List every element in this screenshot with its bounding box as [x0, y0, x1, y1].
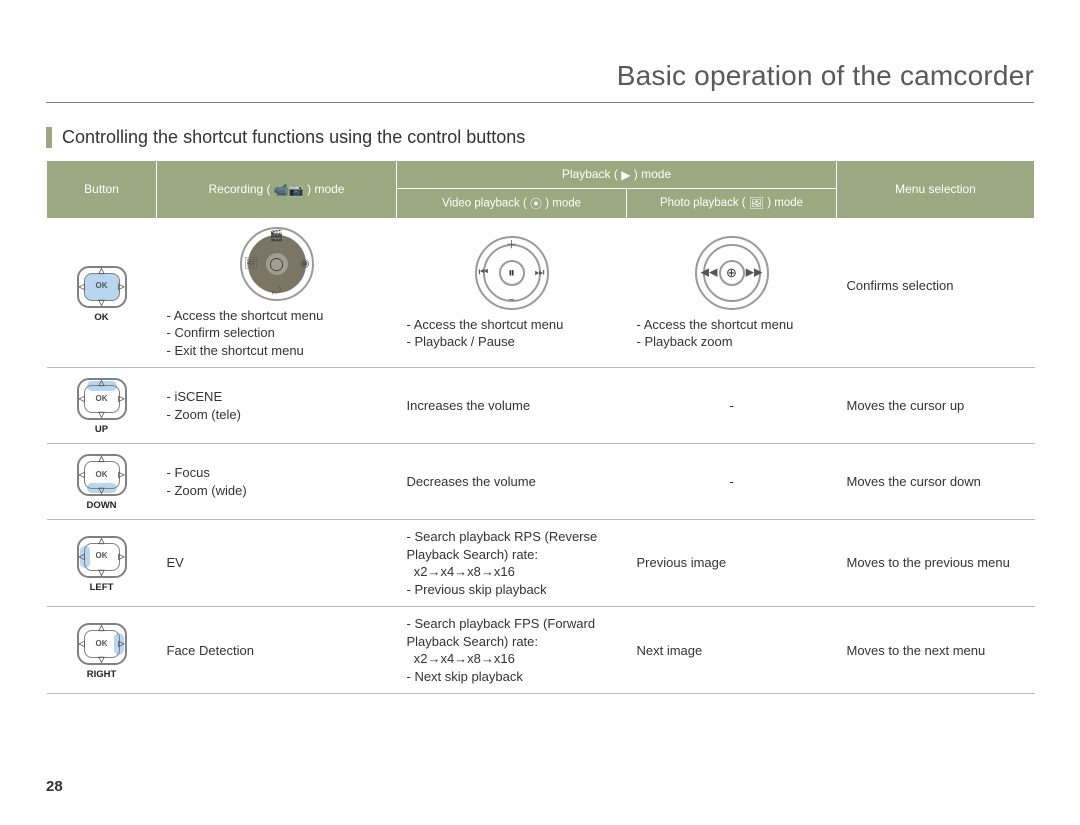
table-row: OK △▽ ◁▷ UP- iSCENE- Zoom (tele)Increase… — [47, 368, 1035, 444]
video-cell: - Search playback FPS (Forward Playback … — [397, 607, 627, 694]
cell-text: - Access the shortcut menu — [637, 316, 827, 334]
control-pad-icon: OK △▽ ◁▷ — [77, 266, 127, 308]
mode-dial-icon: ⊕◀◀ ▶▶ — [695, 236, 769, 310]
cell-text: - Search playback RPS (Reverse Playback … — [407, 528, 617, 563]
menu-cell: Moves to the previous menu — [837, 520, 1035, 607]
cell-text: - Playback / Pause — [407, 333, 617, 351]
cell-text: Increases the volume — [407, 397, 617, 415]
photo-cell: - — [627, 368, 837, 444]
cell-text: - Playback zoom — [637, 333, 827, 351]
col-button: Button — [47, 161, 157, 219]
col-video-label: Video playback ( — [442, 197, 527, 209]
page-number: 28 — [46, 778, 63, 795]
cell-text: - iSCENE — [167, 388, 387, 406]
control-pad-icon: OK △▽ ◁▷ — [77, 454, 127, 496]
table-body: OK △▽ ◁▷ OK ◯🎬 ⤾ 🖼 ◉ - Access the shortc… — [47, 218, 1035, 694]
menu-cell: Moves the cursor down — [837, 444, 1035, 520]
table-row: OK △▽ ◁▷ LEFT EV - Search playback RPS (Re… — [47, 520, 1035, 607]
control-pad-icon: OK △▽ ◁▷ — [77, 378, 127, 420]
button-label: UP — [51, 424, 153, 437]
controls-table: Button Recording ( 📹📷 ) mode Playback ( … — [46, 160, 1035, 694]
cell-text: Moves to the next menu — [847, 642, 1025, 660]
photo-playback-icon: 🖼 — [749, 196, 764, 210]
button-cell: OK △▽ ◁▷ RIGHT — [47, 607, 157, 694]
cell-text: Confirms selection — [847, 277, 1025, 295]
recording-cell: - Focus- Zoom (wide) — [157, 444, 397, 520]
recording-cell: - iSCENE- Zoom (tele) — [157, 368, 397, 444]
cell-text: Moves the cursor down — [847, 473, 1025, 491]
button-cell: OK △▽ ◁▷ LEFT — [47, 520, 157, 607]
cell-text: Next image — [637, 642, 827, 660]
col-playback-suffix: ) mode — [634, 167, 671, 181]
cell-text: x2→x4→x8→x16 — [407, 563, 617, 581]
button-label: DOWN — [51, 500, 153, 513]
recording-cell: EV — [157, 520, 397, 607]
col-playback: Playback ( ▶ ) mode — [397, 161, 837, 189]
cell-text: Decreases the volume — [407, 473, 617, 491]
table-row: OK △▽ ◁▷ OK ◯🎬 ⤾ 🖼 ◉ - Access the shortc… — [47, 218, 1035, 368]
cell-text: Previous image — [637, 554, 827, 572]
photo-cell: Previous image — [627, 520, 837, 607]
cell-text: Moves to the previous menu — [847, 554, 1025, 572]
cell-text: Face Detection — [167, 642, 387, 660]
col-recording-suffix: ) mode — [307, 182, 344, 196]
cell-text: - — [637, 397, 827, 415]
col-photo-label: Photo playback ( — [660, 197, 746, 209]
cell-text: - Next skip playback — [407, 668, 617, 686]
cell-text: - Access the shortcut menu — [407, 316, 617, 334]
cell-text: - Confirm selection — [167, 324, 387, 342]
photo-cell: ⊕◀◀ ▶▶ - Access the shortcut menu- Playb… — [627, 218, 837, 368]
recording-cell: ◯🎬 ⤾ 🖼 ◉ - Access the shortcut menu- Con… — [157, 218, 397, 368]
play-icon: ▶ — [621, 168, 630, 182]
cell-text: Moves the cursor up — [847, 397, 1025, 415]
col-photo-playback: Photo playback ( 🖼 ) mode — [627, 188, 837, 218]
col-playback-label: Playback ( — [562, 167, 618, 181]
col-photo-suffix: ) mode — [767, 197, 803, 209]
cell-text: - Zoom (wide) — [167, 482, 387, 500]
photo-cell: - — [627, 444, 837, 520]
col-video-playback: Video playback ( ⦿ ) mode — [397, 188, 627, 218]
button-label: RIGHT — [51, 669, 153, 682]
cell-text: x2→x4→x8→x16 — [407, 650, 617, 668]
cell-text: - Focus — [167, 464, 387, 482]
video-cell: - Search playback RPS (Reverse Playback … — [397, 520, 627, 607]
menu-cell: Moves to the next menu — [837, 607, 1035, 694]
button-cell: OK △▽ ◁▷ DOWN — [47, 444, 157, 520]
button-cell: OK △▽ ◁▷ UP — [47, 368, 157, 444]
col-video-suffix: ) mode — [545, 197, 581, 209]
button-label: OK — [51, 312, 153, 325]
video-cell: Decreases the volume — [397, 444, 627, 520]
menu-cell: Confirms selection — [837, 218, 1035, 368]
mode-dial-icon: ⏸＋ − ⏮ ⏭ — [475, 236, 549, 310]
cell-text: - Previous skip playback — [407, 581, 617, 599]
table-row: OK △▽ ◁▷ RIGHT Face Detection - Search pla… — [47, 607, 1035, 694]
cell-text: - Exit the shortcut menu — [167, 342, 387, 360]
video-playback-icon: ⦿ — [530, 195, 542, 212]
section-title: Controlling the shortcut functions using… — [46, 127, 1034, 148]
button-cell: OK △▽ ◁▷ OK — [47, 218, 157, 368]
control-pad-icon: OK △▽ ◁▷ — [77, 623, 127, 665]
video-cell: Increases the volume — [397, 368, 627, 444]
button-label: LEFT — [51, 582, 153, 595]
page-title: Basic operation of the camcorder — [46, 60, 1034, 103]
cell-text: EV — [167, 554, 387, 572]
col-recording-label: Recording ( — [209, 182, 271, 196]
col-menu: Menu selection — [837, 161, 1035, 219]
mode-dial-icon: ◯🎬 ⤾ 🖼 ◉ — [240, 227, 314, 301]
col-recording: Recording ( 📹📷 ) mode — [157, 161, 397, 219]
recording-cell: Face Detection — [157, 607, 397, 694]
menu-cell: Moves the cursor up — [837, 368, 1035, 444]
video-cell: ⏸＋ − ⏮ ⏭ - Access the shortcut menu- Pla… — [397, 218, 627, 368]
camcorder-icon: 📹📷 — [274, 183, 304, 197]
cell-text: - Zoom (tele) — [167, 406, 387, 424]
photo-cell: Next image — [627, 607, 837, 694]
control-pad-icon: OK △▽ ◁▷ — [77, 536, 127, 578]
cell-text: - Search playback FPS (Forward Playback … — [407, 615, 617, 650]
cell-text: - Access the shortcut menu — [167, 307, 387, 325]
cell-text: - — [637, 473, 827, 491]
table-header: Button Recording ( 📹📷 ) mode Playback ( … — [47, 161, 1035, 219]
table-row: OK △▽ ◁▷ DOWN- Focus- Zoom (wide)Decreas… — [47, 444, 1035, 520]
